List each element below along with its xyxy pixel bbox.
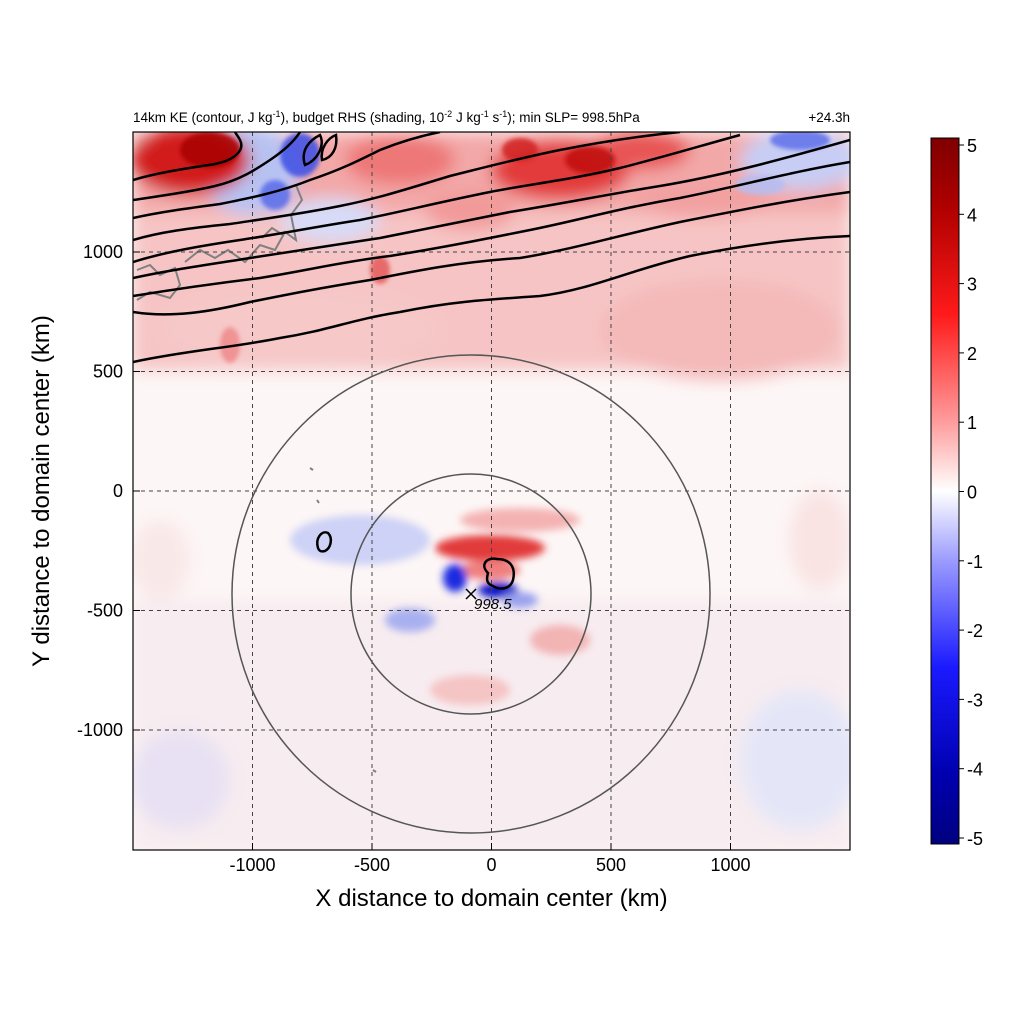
plot-area: 998.5 xyxy=(133,132,850,850)
y-tick-label: -1000 xyxy=(77,720,123,740)
colorbar-tick-label: -3 xyxy=(967,690,983,710)
y-tick-label: 500 xyxy=(93,362,123,382)
colorbar-tick-label: 0 xyxy=(967,483,977,503)
x-axis-title: X distance to domain center (km) xyxy=(315,885,667,912)
colorbar-tick-label: -1 xyxy=(967,552,983,572)
colorbar-tick-label: -2 xyxy=(967,621,983,641)
colorbar-tick-label: 5 xyxy=(967,136,977,156)
forecast-time-label: +24.3h xyxy=(808,110,850,125)
shading-storm xyxy=(290,508,590,705)
y-tick-label: 1000 xyxy=(83,242,123,262)
y-ticks xyxy=(133,251,140,731)
x-ticks xyxy=(252,843,731,850)
y-tick-label: -500 xyxy=(87,601,123,621)
chart-title: 14km KE (contour, J kg-1), budget RHS (s… xyxy=(133,109,640,125)
ke-contours xyxy=(133,132,850,590)
y-tick-label: 0 xyxy=(113,481,123,501)
colorbar-tick-label: 1 xyxy=(967,413,977,433)
colorbar xyxy=(930,137,960,845)
colorbar-tick-label: -4 xyxy=(967,760,983,780)
radius-circle-500km xyxy=(350,473,592,715)
x-tick-label: 500 xyxy=(596,855,626,875)
colorbar-tick-label: 3 xyxy=(967,275,977,295)
storm-center-label: 998.5 xyxy=(474,596,512,613)
storm-center-marker xyxy=(465,588,477,600)
x-tick-label: -1000 xyxy=(229,855,275,875)
x-tick-label: 0 xyxy=(486,855,496,875)
colorbar-tick-label: -5 xyxy=(967,829,983,849)
colorbar-tick-label: 2 xyxy=(967,344,977,364)
y-axis-title: Y distance to domain center (km) xyxy=(28,315,55,667)
colorbar-ticks: 5 4 3 2 1 0 -1 -2 -3 -4 -5 xyxy=(959,136,983,849)
x-tick-label: -500 xyxy=(354,855,390,875)
colorbar-tick-label: 4 xyxy=(967,205,977,225)
x-tick-label: 1000 xyxy=(710,855,750,875)
radius-circle-1000km xyxy=(231,354,711,834)
